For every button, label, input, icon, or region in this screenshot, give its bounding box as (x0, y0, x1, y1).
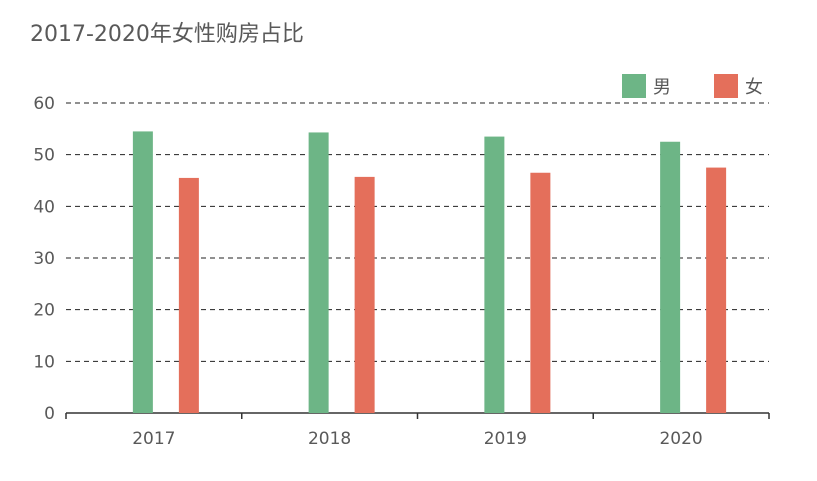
legend-swatch (714, 74, 738, 98)
legend-swatch (622, 74, 646, 98)
bar-female (706, 167, 727, 413)
x-tick-label: 2017 (132, 429, 175, 449)
bars (132, 131, 727, 414)
chart-title: 2017-2020年女性购房占比 (30, 22, 304, 47)
bar-male (660, 141, 681, 413)
y-tick-label: 60 (33, 94, 55, 114)
y-tick-label: 10 (33, 352, 55, 372)
bar-female (354, 176, 375, 413)
y-tick-label: 40 (33, 197, 55, 217)
bar-male (132, 131, 153, 413)
x-tick-label: 2019 (484, 429, 527, 449)
bar-female (178, 177, 199, 413)
x-tick-label: 2018 (308, 429, 351, 449)
y-tick-label: 20 (33, 301, 55, 321)
bar-female (530, 172, 551, 413)
y-tick-label: 50 (33, 146, 55, 166)
legend: 男女 (622, 74, 763, 98)
y-tick-label: 0 (44, 404, 55, 424)
y-tick-label: 30 (33, 249, 55, 269)
legend-label: 女 (745, 77, 763, 98)
x-tick-label: 2020 (659, 429, 702, 449)
bar-male (308, 132, 329, 413)
legend-label: 男 (653, 77, 671, 98)
bar-male (484, 136, 505, 414)
